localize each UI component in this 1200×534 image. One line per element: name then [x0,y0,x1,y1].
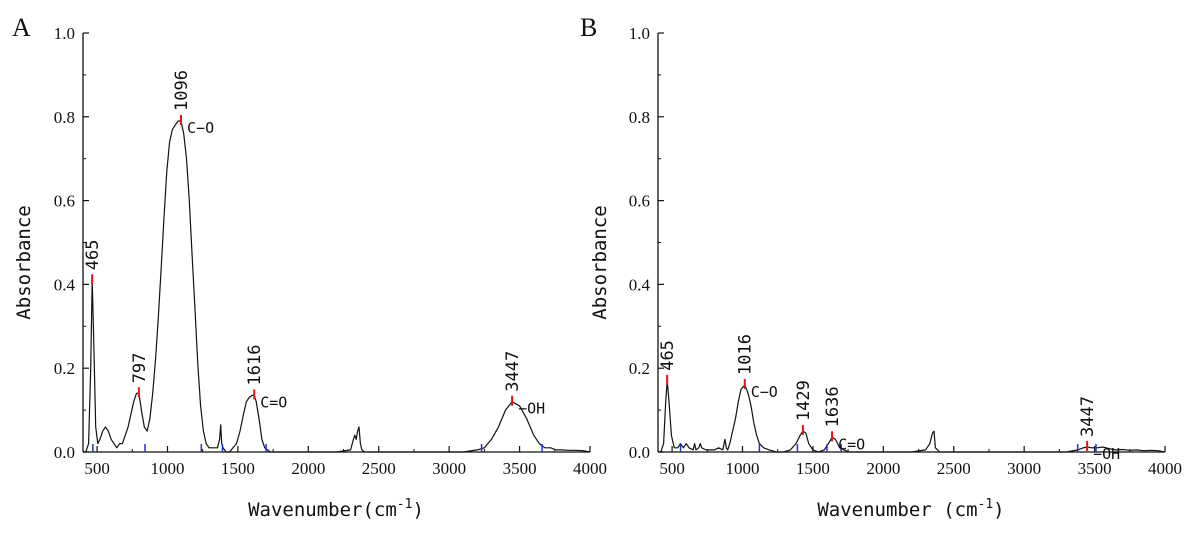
spectrum-line [658,380,1166,453]
x-tick-label: 4000 [1148,459,1182,478]
x-tick-label: 500 [659,459,685,478]
functional-group-label: C−O [187,119,214,137]
y-tick-label: 0.6 [54,192,75,211]
x-axis-title-close: ) [412,499,423,521]
y-axis-title: Absorbance [589,205,611,319]
x-tick-label: 3500 [503,459,537,478]
peak-label: 3447 [1078,396,1098,437]
x-tick-label: 2500 [937,459,971,478]
peak-label: 797 [130,353,150,384]
x-tick-label: 2500 [362,459,396,478]
x-tick-label: 1500 [221,459,255,478]
x-axis-title-superscript: -1 [397,497,413,512]
x-tick-label: 2000 [866,459,900,478]
x-tick-label: 1000 [726,459,760,478]
x-tick-label: 4000 [573,459,607,478]
x-tick-label: 2000 [291,459,325,478]
peak-label: 1616 [245,344,265,385]
peak-label: 1016 [736,334,756,375]
y-tick-label: 0.0 [54,443,75,462]
x-tick-label: 3500 [1078,459,1112,478]
peak-label: 465 [83,239,103,270]
x-axis-title-main: Wavenumber(cm [248,499,397,521]
y-tick-label: 1.0 [54,24,75,43]
x-tick-label: 1000 [151,459,185,478]
functional-group-label: C=O [260,393,287,411]
chart-panel-b: B 0.0 0.2 0.4 0.6 0.8 1.0 500 1000 1500 2000 2500 30… [580,13,1182,521]
chart-panel-a: A 0.0 0.2 0.4 0.6 0.8 1.0 500 1000 1500 2000 2500 30… [12,13,607,521]
x-tick-label: 3000 [1007,459,1041,478]
functional-group-label: −OH [518,400,545,418]
y-tick-label: 0.4 [54,275,76,294]
x-axis-title: Wavenumber(cm-1) [248,497,424,521]
peak-label: 1096 [172,70,192,111]
panel-letter: A [12,13,31,42]
x-tick-label: 3000 [432,459,466,478]
functional-group-label: C=O [838,435,865,453]
y-tick-label: 0.2 [54,359,75,378]
peak-label: 465 [658,340,678,371]
y-tick-label: 0.0 [629,443,650,462]
x-axis-title-main: Wavenumber (cm [817,499,977,521]
y-tick-label: 0.8 [54,108,75,127]
y-tick-label: 0.8 [629,108,650,127]
functional-group-label: −OH [1093,445,1120,463]
peak-label: 1429 [794,380,814,421]
x-tick-label: 1500 [796,459,830,478]
functional-group-label: C−O [751,383,778,401]
x-axis-title-superscript: -1 [978,497,994,512]
peak-label: 3447 [503,351,523,392]
y-axis-title: Absorbance [13,205,35,319]
panel-letter: B [580,13,597,42]
y-tick-label: 0.6 [629,192,650,211]
spectrum-line [83,120,591,453]
x-tick-label: 500 [84,459,110,478]
x-axis-title: Wavenumber (cm-1) [817,497,1004,521]
x-axis-title-close: ) [993,499,1004,521]
y-tick-label: 0.4 [629,275,651,294]
y-tick-label: 0.2 [629,359,650,378]
y-tick-label: 1.0 [629,24,650,43]
peak-label: 1636 [823,386,843,427]
